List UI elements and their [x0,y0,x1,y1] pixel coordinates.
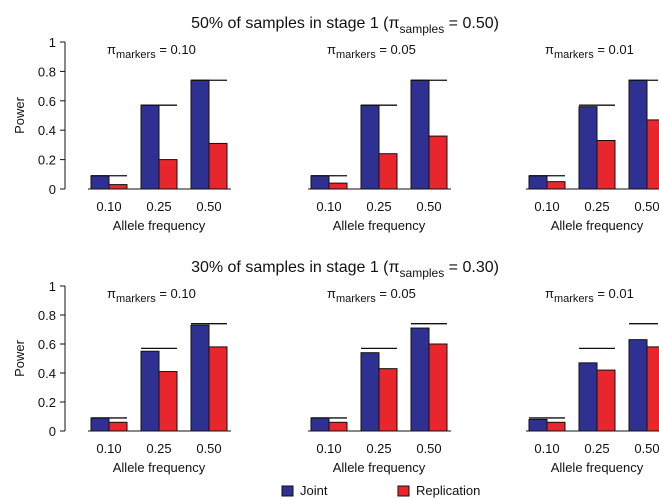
y-tick-label: 0.2 [38,395,56,410]
bar-group-2: πmarkers = 0.05 0.10 0.25 0.50 Allele freque… [308,286,451,475]
x-tick-label: 0.25 [366,199,391,214]
joint-bar [310,417,330,432]
panel-1: 50% of samples in stage 1 (πsamples = 0.… [12,15,659,233]
y-tick-label: 0.4 [38,123,56,138]
y-tick-label: 0.2 [38,153,56,168]
joint-bar [410,79,430,190]
legend-swatch-joint [281,485,294,497]
joint-bar [628,339,648,432]
replication-bar [328,182,348,190]
joint-bar [140,104,160,190]
x-tick-label: 0.10 [96,441,121,456]
markers-label: πmarkers = 0.05 [327,42,416,61]
legend-label-joint: Joint [300,483,328,498]
y-tick-label: 0.6 [38,94,56,109]
x-axis-label: Allele frequency [551,218,644,233]
panel-title: 30% of samples in stage 1 (πsamples = 0.… [191,259,499,280]
joint-bar [190,324,210,432]
x-tick-label: 0.25 [146,441,171,456]
replication-bar [328,421,348,432]
y-tick-label: 1 [49,279,56,294]
x-axis-label: Allele frequency [113,460,206,475]
replication-bar [158,159,178,190]
joint-bar [360,104,380,190]
replication-bar [428,343,448,432]
panel-title: 50% of samples in stage 1 (πsamples = 0.… [191,15,499,36]
x-tick-label: 0.10 [96,199,121,214]
y-tick-label: 1 [49,35,56,50]
x-axis-label: Allele frequency [551,460,644,475]
y-tick-label: 0 [49,182,56,197]
y-axis-label: Power [12,96,27,134]
x-tick-label: 0.25 [366,441,391,456]
bar-group-3: πmarkers = 0.01 0.10 0.25 0.50 Allele freque… [526,42,659,233]
replication-bar [378,368,398,432]
joint-bar [528,418,548,432]
y-tick-label: 0 [49,424,56,439]
replication-bar [546,421,566,432]
x-axis-label: Allele frequency [333,218,426,233]
x-axis-label: Allele frequency [333,460,426,475]
replication-bar [546,181,566,190]
bar-group-3: πmarkers = 0.01 0.10 0.25 0.50 Allele freque… [526,286,659,475]
joint-bar [410,327,430,432]
y-tick-label: 0.6 [38,337,56,352]
replication-bar [428,135,448,190]
x-axis-label: Allele frequency [113,218,206,233]
replication-bar [208,346,228,432]
replication-bar [378,153,398,190]
legend: Joint Replication [281,483,480,498]
x-tick-label: 0.50 [634,199,659,214]
x-tick-label: 0.10 [534,441,559,456]
x-tick-label: 0.10 [534,199,559,214]
x-tick-label: 0.50 [634,441,659,456]
replication-bar [108,421,128,432]
joint-bar [578,362,598,432]
y-tick-label: 0.4 [38,366,56,381]
joint-bar [310,175,330,190]
x-tick-label: 0.50 [416,441,441,456]
x-tick-label: 0.25 [146,199,171,214]
joint-bar [628,79,648,190]
y-tick-label: 0.8 [38,308,56,323]
y-axis-label: Power [12,339,27,377]
x-tick-label: 0.50 [196,199,221,214]
markers-label: πmarkers = 0.10 [107,286,196,305]
joint-bar [360,352,380,432]
replication-bar [596,139,616,190]
bar-group-1: πmarkers = 0.10 0.10 0.25 0.50 Allele freque… [88,42,231,233]
markers-label: πmarkers = 0.10 [107,42,196,61]
markers-label: πmarkers = 0.01 [545,286,634,305]
legend-label-replication: Replication [416,483,480,498]
joint-bar [90,175,110,190]
markers-label: πmarkers = 0.01 [545,42,634,61]
panel-2: 30% of samples in stage 1 (πsamples = 0.… [12,259,659,475]
joint-bar [190,79,210,190]
x-tick-label: 0.50 [196,441,221,456]
markers-label: πmarkers = 0.05 [327,286,416,305]
joint-bar [140,350,160,432]
joint-bar [528,175,548,190]
replication-bar [596,369,616,432]
bar-group-1: πmarkers = 0.10 0.10 0.25 0.50 Allele freque… [88,286,231,475]
joint-bar [578,106,598,190]
replication-bar [158,371,178,432]
x-tick-label: 0.25 [584,199,609,214]
x-tick-label: 0.25 [584,441,609,456]
replication-bar [208,142,228,190]
x-tick-label: 0.10 [316,199,341,214]
legend-swatch-replication [397,485,410,497]
y-tick-label: 0.8 [38,64,56,79]
x-tick-label: 0.50 [416,199,441,214]
joint-bar [90,417,110,432]
replication-bar [108,184,128,190]
x-tick-label: 0.10 [316,441,341,456]
replication-bar [646,119,659,190]
replication-bar [646,346,659,432]
bar-group-2: πmarkers = 0.05 0.10 0.25 0.50 Allele freque… [308,42,451,233]
